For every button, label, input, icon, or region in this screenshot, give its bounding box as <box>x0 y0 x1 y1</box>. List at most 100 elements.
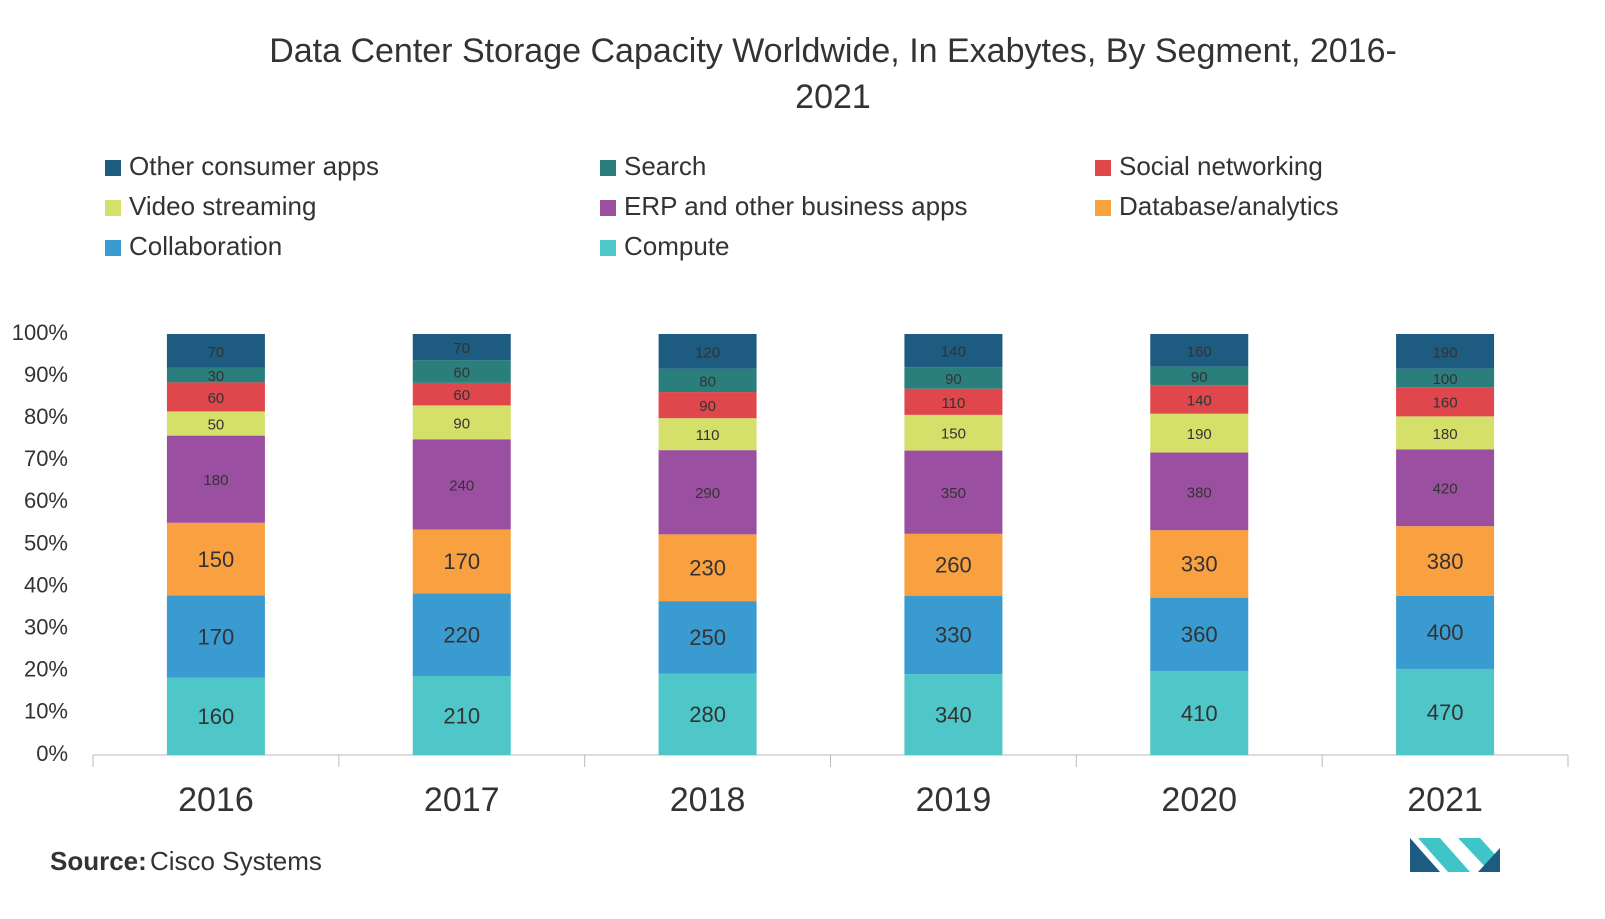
legend-label: Video streaming <box>129 191 316 221</box>
data-label: 340 <box>935 702 972 727</box>
y-tick-label: 40% <box>24 572 68 597</box>
data-label: 350 <box>941 485 966 502</box>
data-label: 120 <box>695 344 720 361</box>
y-tick-label: 0% <box>36 741 68 766</box>
legend-swatch <box>105 240 121 256</box>
data-label: 60 <box>453 365 470 382</box>
data-label: 150 <box>941 426 966 443</box>
bar-segment <box>1150 597 1249 672</box>
legend-label: ERP and other business apps <box>624 191 968 221</box>
data-label: 380 <box>1187 484 1212 501</box>
legend-swatch <box>105 160 121 176</box>
data-label: 190 <box>1433 344 1458 361</box>
bar-segment <box>412 382 511 406</box>
data-label: 410 <box>1181 701 1218 726</box>
legend-swatch <box>1095 200 1111 216</box>
bar-segment <box>1150 334 1249 367</box>
bar-segment <box>658 418 757 451</box>
data-label: 90 <box>1191 369 1208 386</box>
bar-segment <box>1396 449 1495 527</box>
bar-segment <box>1396 387 1495 417</box>
source-label: Source: <box>50 846 147 876</box>
y-tick-label: 70% <box>24 446 68 471</box>
bar-segment <box>166 677 265 755</box>
bar-segment <box>904 334 1003 368</box>
legend-label: Other consumer apps <box>129 151 379 181</box>
bar-segment <box>658 601 757 674</box>
data-label: 240 <box>449 477 474 494</box>
data-label: 90 <box>453 415 470 432</box>
data-label: 380 <box>1427 549 1464 574</box>
bar-segment <box>1396 595 1495 669</box>
bar-segment <box>904 533 1003 596</box>
bar-segment <box>166 595 265 678</box>
y-tick-label: 50% <box>24 530 68 555</box>
data-label: 360 <box>1181 622 1218 647</box>
bar-segment <box>1150 530 1249 598</box>
legend-label: Social networking <box>1119 151 1323 181</box>
bar-segment <box>904 367 1003 389</box>
data-label: 90 <box>945 371 962 388</box>
data-label: 70 <box>208 344 225 361</box>
data-label: 100 <box>1433 371 1458 388</box>
bar-segment <box>1396 368 1495 388</box>
bar-segment <box>412 676 511 755</box>
logo <box>1410 838 1500 872</box>
bar-segment <box>166 334 265 368</box>
data-label: 230 <box>689 556 726 581</box>
bar-segment <box>166 522 265 596</box>
data-label: 80 <box>699 373 716 390</box>
chart-title: Data Center Storage Capacity Worldwide, … <box>269 32 1397 116</box>
data-label: 60 <box>208 390 225 407</box>
legend-label: Database/analytics <box>1119 191 1339 221</box>
bar-segment <box>1150 366 1249 386</box>
data-label: 190 <box>1187 426 1212 443</box>
data-label: 110 <box>696 427 720 444</box>
y-tick-label: 80% <box>24 404 68 429</box>
data-label: 280 <box>689 702 726 727</box>
y-tick-label: 20% <box>24 657 68 682</box>
bar-segment <box>412 529 511 594</box>
y-tick-label: 90% <box>24 362 68 387</box>
data-label: 170 <box>198 624 235 649</box>
bar-segment <box>1396 334 1495 369</box>
bar-segment <box>904 388 1003 415</box>
y-tick-label: 60% <box>24 488 68 513</box>
data-label: 170 <box>443 549 480 574</box>
bar-segment <box>1150 413 1249 453</box>
bar-segment <box>166 411 265 436</box>
legend-label: Search <box>624 151 706 181</box>
bar-segment <box>904 674 1003 755</box>
bar-segment <box>166 382 265 412</box>
data-label: 160 <box>1187 343 1212 360</box>
bar-segment <box>412 360 511 383</box>
x-tick-label: 2016 <box>178 781 254 819</box>
data-label: 110 <box>941 395 965 412</box>
bar-segment <box>658 450 757 535</box>
bar-segment <box>658 334 757 369</box>
legend-swatch <box>105 200 121 216</box>
data-label: 330 <box>935 623 972 648</box>
bar-segment <box>904 414 1003 451</box>
bar-segment <box>412 439 511 530</box>
data-label: 470 <box>1427 700 1464 725</box>
legend-swatch <box>600 160 616 176</box>
bar-segment <box>166 435 265 523</box>
bar-segment <box>904 450 1003 534</box>
legend-label: Compute <box>624 231 730 261</box>
x-tick-label: 2020 <box>1161 781 1237 819</box>
bar-segment <box>1396 526 1495 596</box>
data-label: 250 <box>689 625 726 650</box>
data-label: 210 <box>443 703 480 728</box>
data-label: 90 <box>699 398 716 415</box>
bar-segment <box>1396 668 1495 755</box>
data-label: 140 <box>1187 392 1212 409</box>
bar-segment <box>658 673 757 755</box>
data-label: 220 <box>443 623 480 648</box>
data-label: 180 <box>1433 426 1458 443</box>
bar-segment <box>1150 385 1249 414</box>
bar-segment <box>1150 671 1249 755</box>
legend-swatch <box>1095 160 1111 176</box>
